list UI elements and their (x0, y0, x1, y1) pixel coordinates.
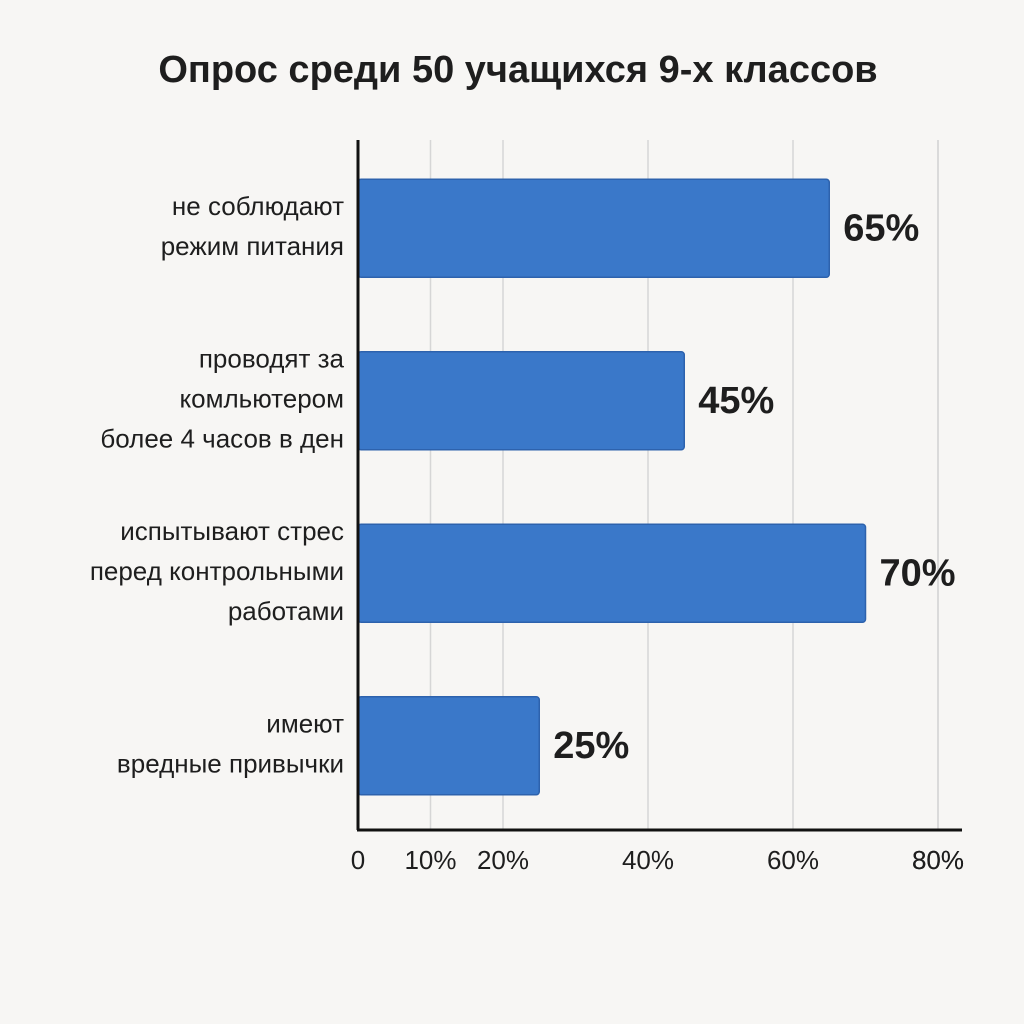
x-tick-label: 60% (767, 845, 819, 875)
bar (357, 178, 830, 278)
bar (357, 696, 540, 796)
bar (357, 351, 685, 451)
x-tick-label: 0 (351, 845, 365, 875)
value-label: 70% (880, 552, 956, 594)
x-tick-label: 80% (912, 845, 964, 875)
category-label: комльютером (179, 384, 344, 414)
category-label: проводят за (199, 344, 345, 374)
category-label: более 4 часов в ден (100, 424, 344, 454)
category-label: работами (228, 596, 344, 626)
value-label: 25% (553, 725, 629, 767)
x-tick-label: 20% (477, 845, 529, 875)
category-label: испытывают стрес (120, 516, 344, 546)
bar (357, 523, 867, 623)
bars (357, 178, 867, 796)
category-label: вредные привычки (117, 749, 344, 779)
value-label: 45% (698, 380, 774, 422)
value-label: 65% (843, 207, 919, 249)
x-tick-label: 10% (404, 845, 456, 875)
category-label: имеют (266, 709, 344, 739)
x-tick-label: 40% (622, 845, 674, 875)
category-label: режим питания (161, 231, 344, 261)
category-label: перед контрольными (90, 556, 344, 586)
x-tick-label: 80% (912, 845, 964, 875)
category-label: не соблюдают (172, 191, 344, 221)
chart-title: Опрос среди 50 учащихся 9-х классов (158, 49, 877, 91)
